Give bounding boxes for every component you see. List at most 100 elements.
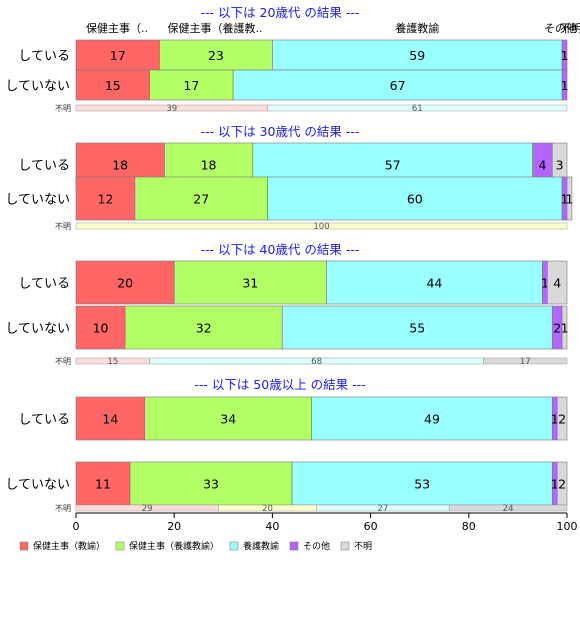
bar-value-label: 67 [390, 78, 406, 93]
row-label: していない [5, 193, 70, 208]
row-label: している [18, 277, 70, 292]
unknown-label: 不明 [55, 104, 71, 113]
unknown-value-label: 24 [503, 504, 514, 514]
x-tick-label: 60 [364, 520, 378, 533]
group-title: --- 以下は 50歳以上 の結果 --- [194, 377, 365, 392]
bar-value-label: 34 [220, 412, 236, 427]
bar-value-label: 18 [112, 158, 128, 173]
bar-value-label: 1 [561, 192, 569, 207]
legend-label: 不明 [354, 541, 372, 552]
bar-segment [556, 396, 568, 441]
bar-segment [281, 305, 553, 350]
bar-value-label: 18 [201, 158, 217, 173]
legend-label: 養護教諭 [243, 540, 279, 552]
unknown-segment [483, 357, 568, 365]
bar-value-label: 12 [98, 192, 114, 207]
bar-value-label: 1 [541, 276, 549, 291]
column-header: 不明 [560, 22, 580, 35]
bar-value-label: 55 [409, 321, 425, 336]
x-tick-label: 0 [73, 520, 80, 533]
row-label: している [18, 49, 70, 64]
unknown-value-label: 61 [412, 104, 423, 114]
bar-value-label: 17 [110, 48, 126, 63]
row-label: している [18, 159, 70, 174]
bar-segment [149, 69, 234, 101]
bar-segment [75, 69, 150, 101]
bar-segment [129, 461, 293, 506]
bar-value-label: 57 [385, 158, 401, 173]
bar-value-label: 20 [117, 276, 133, 291]
bar-value-label: 27 [193, 192, 209, 207]
bar-segment [75, 396, 146, 441]
bar-value-label: 4 [553, 276, 561, 291]
unknown-value-label: 100 [313, 222, 329, 232]
row-label: している [18, 413, 70, 428]
bar-value-label: 1 [561, 78, 569, 93]
bar-value-label: 44 [426, 276, 442, 291]
bar-segment [561, 305, 568, 350]
legend-swatch [289, 541, 299, 551]
column-header: 保健主事（.. [86, 21, 148, 35]
bar-value-label: 3 [556, 158, 564, 173]
bar-value-label: 53 [414, 477, 430, 492]
unknown-value-label: 17 [520, 357, 531, 367]
unknown-value-label: 68 [311, 357, 322, 367]
bar-value-label: 1 [561, 321, 569, 336]
bar-segment [124, 305, 283, 350]
unknown-value-label: 20 [262, 504, 273, 514]
legend-swatch [340, 541, 350, 551]
x-tick-label: 80 [462, 520, 476, 533]
bar-segment [267, 176, 563, 221]
column-header: 保健主事（養護教.. [168, 21, 263, 35]
bar-segment [134, 176, 268, 221]
column-header: その他 [544, 22, 577, 35]
bar-value-label: 23 [208, 48, 224, 63]
x-tick-label: 40 [265, 520, 279, 533]
group-title: --- 以下は 20歳代 の結果 --- [201, 5, 360, 20]
bar-segment [173, 260, 327, 305]
bar-segment [547, 260, 568, 305]
legend-swatch [19, 541, 29, 551]
legend-label: その他 [303, 540, 330, 552]
column-header: 養護教諭 [395, 21, 439, 35]
legend-label: 保健主事（養護教諭） [129, 540, 219, 552]
bar-value-label: 32 [196, 321, 212, 336]
unknown-value-label: 27 [377, 504, 388, 514]
row-label: していない [5, 478, 70, 493]
group-title: --- 以下は 40歳代 の結果 --- [201, 242, 360, 257]
bar-value-label: 2 [558, 412, 566, 427]
bar-value-label: 1 [551, 412, 559, 427]
bar-value-label: 49 [424, 412, 440, 427]
bar-segment [75, 176, 136, 221]
unknown-label: 不明 [55, 504, 71, 513]
unknown-segment [75, 222, 568, 230]
unknown-value-label: 29 [142, 504, 153, 514]
bar-value-label: 17 [183, 78, 199, 93]
bar-value-label: 1 [561, 48, 569, 63]
bar-segment [561, 69, 568, 101]
bar-segment [326, 260, 543, 305]
bar-value-label: 10 [93, 321, 109, 336]
bar-segment [75, 260, 175, 305]
unknown-value-label: 39 [166, 104, 177, 114]
row-label: していない [5, 79, 70, 94]
bar-value-label: 59 [409, 48, 425, 63]
bar-value-label: 2 [558, 477, 566, 492]
row-label: していない [5, 322, 70, 337]
bar-value-label: 11 [95, 477, 111, 492]
unknown-value-label: 15 [107, 357, 118, 367]
x-tick-label: 100 [557, 520, 578, 533]
bar-value-label: 60 [407, 192, 423, 207]
unknown-label: 不明 [55, 222, 71, 231]
bar-value-label: 14 [102, 412, 118, 427]
x-tick-label: 20 [167, 520, 181, 533]
unknown-segment [448, 504, 568, 512]
bar-value-label: 33 [203, 477, 219, 492]
bar-segment [566, 176, 573, 221]
unknown-label: 不明 [55, 357, 71, 366]
bar-value-label: 1 [551, 477, 559, 492]
bar-segment [75, 305, 126, 350]
bar-value-label: 1 [565, 192, 573, 207]
unknown-segment [267, 104, 568, 112]
